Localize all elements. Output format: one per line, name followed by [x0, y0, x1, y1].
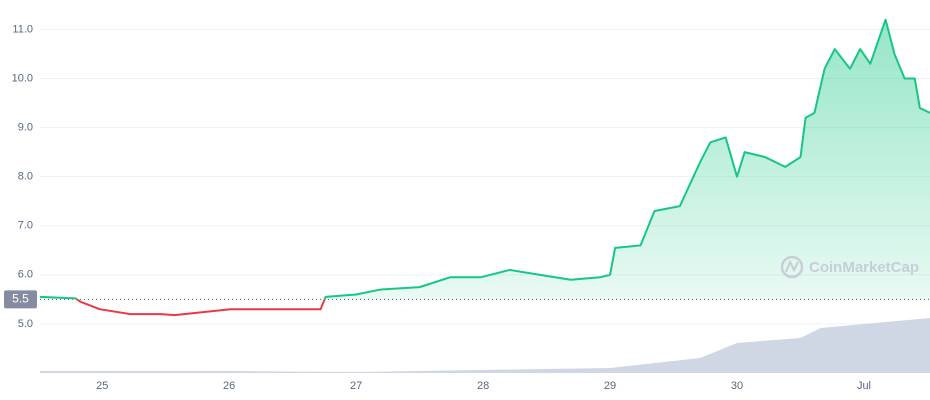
- watermark-icon: [780, 255, 804, 279]
- price-line-up: [40, 18, 930, 300]
- y-tick-label: 6.0: [18, 269, 33, 281]
- volume: [40, 318, 930, 373]
- grid: [40, 28, 930, 325]
- price-area: [40, 19, 930, 300]
- x-tick-label: 28: [477, 380, 489, 392]
- y-tick-label: 9.0: [18, 122, 33, 134]
- y-tick-label: 10.0: [12, 72, 33, 84]
- y-tick-label: 8.0: [18, 171, 33, 183]
- x-tick-label: 30: [731, 380, 743, 392]
- volume-area: [40, 318, 930, 373]
- x-tick-label: 29: [604, 380, 616, 392]
- y-tick-label: 11.0: [12, 23, 33, 35]
- y-tick-label: 7.0: [18, 220, 33, 232]
- x-tick-label: 26: [223, 380, 235, 392]
- baseline-label: 5.5: [12, 292, 29, 306]
- x-tick-label: Jul: [857, 380, 871, 392]
- price-line-down: [75, 299, 326, 317]
- x-tick-label: 25: [96, 380, 108, 392]
- baseline-badge: [4, 290, 37, 309]
- watermark-icon-line: [785, 259, 799, 273]
- y-tick-label: 5.0: [18, 318, 33, 330]
- watermark: CoinMarketCap: [780, 255, 919, 279]
- price: [40, 18, 930, 317]
- watermark-text: CoinMarketCap: [809, 259, 919, 276]
- labels: 5.0 6.0 7.0 8.0 9.0 10.0 11.0 25 26 27 28 29 30 Jul 5.…: [4, 23, 871, 392]
- x-tick-label: 27: [350, 380, 362, 392]
